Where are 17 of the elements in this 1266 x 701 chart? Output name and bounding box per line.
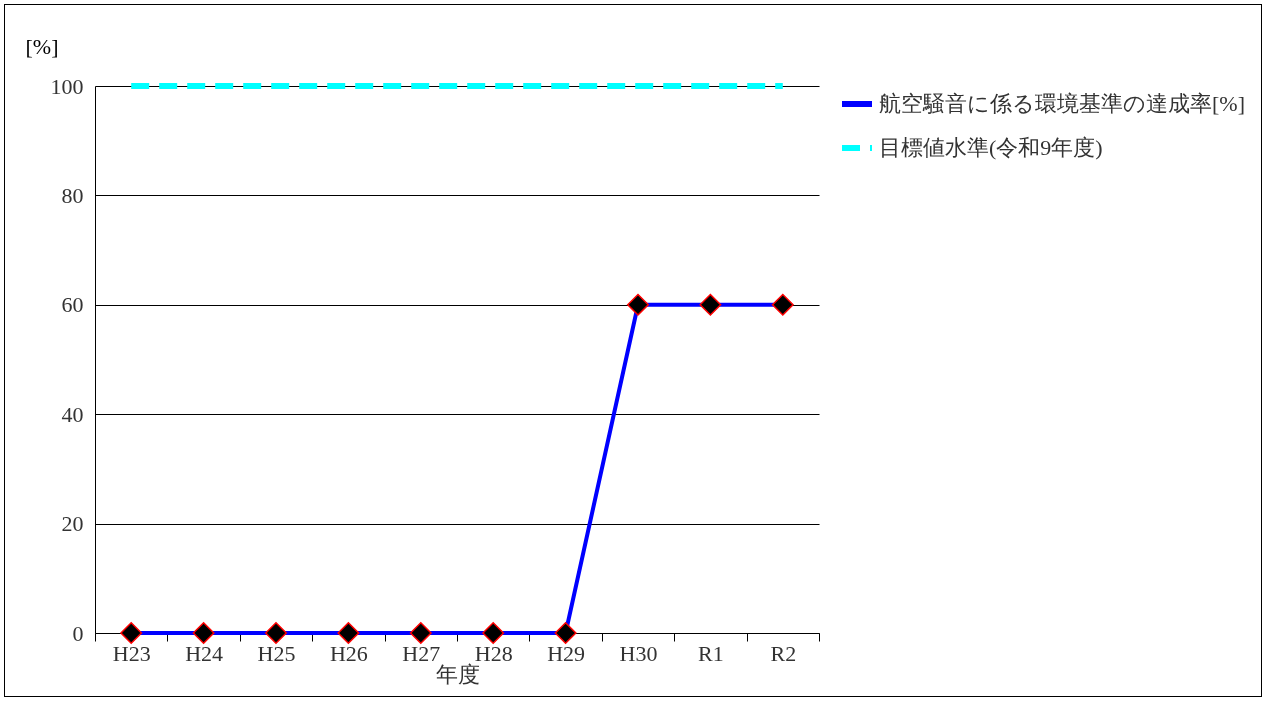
y-tick-label: 80: [61, 182, 84, 208]
x-tick-label: H23: [112, 640, 151, 666]
x-tick-label: H30: [619, 640, 658, 666]
y-tick-label: 20: [61, 511, 84, 537]
x-tick-label: R1: [698, 640, 724, 666]
y-tick-label: 100: [50, 73, 84, 99]
x-tick-label: R2: [770, 640, 797, 666]
x-tick-label: H24: [185, 640, 224, 666]
y-axis-title: [%]: [25, 33, 59, 59]
y-tick-label: 40: [61, 401, 84, 427]
x-tick-label: H29: [547, 640, 586, 666]
y-tick-label: 0: [72, 620, 84, 646]
y-tick-label: 60: [61, 292, 84, 318]
x-tick-label: H25: [257, 640, 296, 666]
x-tick-label: H26: [329, 640, 368, 666]
legend-label: 目標値水準(令和9年度): [879, 135, 1103, 160]
legend-label: 航空騒音に係る環境基準の達成率[%]: [879, 91, 1245, 116]
